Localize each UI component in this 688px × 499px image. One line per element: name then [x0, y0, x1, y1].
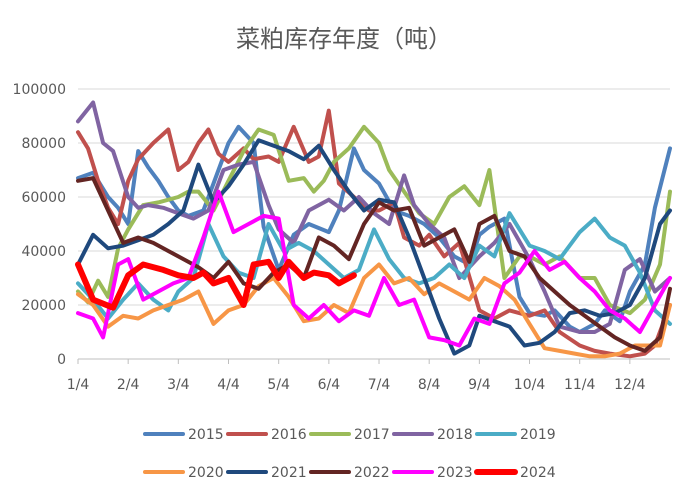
series-line-2024	[75, 258, 357, 311]
series-line-2023	[76, 189, 672, 348]
legend-label-2019: 2019	[520, 427, 556, 443]
x-tick-label: 2/4	[117, 377, 140, 393]
series-line-2019	[76, 211, 672, 326]
series-layer	[75, 100, 672, 359]
legend-label-2017: 2017	[354, 427, 390, 443]
y-tick-label: 60000	[21, 190, 66, 206]
legend: 2015 2016 2017 2018 2019 2020 2021 2022 2023 2024	[143, 427, 556, 481]
x-tick-label: 10/4	[514, 377, 546, 393]
x-tick-label: 8/4	[418, 377, 441, 393]
y-tick-label: 0	[57, 352, 66, 368]
series-line-2021	[76, 138, 672, 356]
legend-label-2015: 2015	[188, 427, 224, 443]
chart-title: 菜粕库存年度（吨）	[236, 25, 452, 53]
series-line-2018	[76, 100, 672, 334]
legend-label-2023: 2023	[437, 465, 473, 481]
y-tick-label: 80000	[21, 136, 66, 152]
series-line-2016	[76, 108, 672, 359]
legend-label-2020: 2020	[188, 465, 224, 481]
x-tick-label: 12/4	[614, 377, 646, 393]
x-tick-label: 11/4	[564, 377, 596, 393]
x-tick-label: 9/4	[468, 377, 491, 393]
y-tick-label: 40000	[21, 244, 66, 260]
series-line-2020	[76, 262, 672, 359]
x-tick-label: 5/4	[267, 377, 290, 393]
x-tick-label: 4/4	[217, 377, 240, 393]
y-tick-label: 20000	[21, 298, 66, 314]
x-tick-label: 6/4	[318, 377, 341, 393]
legend-label-2022: 2022	[354, 465, 390, 481]
legend-label-2016: 2016	[271, 427, 307, 443]
legend-label-2024: 2024	[520, 465, 556, 481]
legend-label-2021: 2021	[271, 465, 307, 481]
legend-label-2018: 2018	[437, 427, 473, 443]
axes: 0 20000 40000 60000 80000 100000 1/4 2/4 3/4 4/4 5…	[13, 82, 670, 393]
series-line-2022	[76, 176, 672, 353]
y-tick-label: 100000	[13, 82, 66, 98]
x-tick-label: 3/4	[167, 377, 190, 393]
x-tick-label: 7/4	[368, 377, 391, 393]
x-tick-label: 1/4	[67, 377, 90, 393]
